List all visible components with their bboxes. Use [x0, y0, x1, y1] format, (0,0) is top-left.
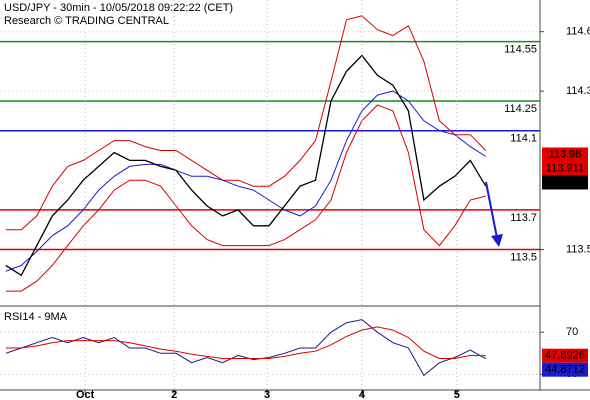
- chart-title: USD/JPY - 30min - 10/05/2018 09:22:22 (C…: [4, 2, 233, 14]
- price-tag: [542, 348, 588, 363]
- price-tag: [542, 147, 588, 162]
- price-tag: [542, 362, 588, 377]
- y-tick-label: 70: [566, 326, 578, 338]
- x-tick-label: 4: [359, 389, 366, 400]
- level-label: 114.55: [504, 43, 537, 55]
- level-label: 114.25: [504, 103, 537, 115]
- series-line: [5, 90, 487, 272]
- rsi-title: RSI14 - 9MA: [4, 311, 68, 323]
- price-tag: [542, 161, 588, 176]
- y-tick-label: 114.3: [566, 85, 590, 97]
- price-tag-label: 113.864: [546, 176, 585, 188]
- series-line: [5, 15, 487, 231]
- y-tick-label: 113.5: [566, 243, 590, 255]
- series-line: [5, 54, 487, 277]
- price-tag-label: 44.8712: [545, 364, 585, 376]
- level-label: 113.7: [510, 212, 537, 224]
- chart-subtitle: Research © TRADING CENTRAL: [4, 15, 169, 27]
- x-tick-label: Oct: [76, 389, 95, 400]
- forecast-arrowhead: [491, 234, 503, 247]
- forecast-arrow: [485, 181, 498, 239]
- y-tick-label: 114.6: [566, 26, 590, 38]
- level-label: 113.5: [510, 251, 537, 263]
- x-tick-label: 3: [264, 389, 270, 400]
- level-label: 114.1: [510, 133, 537, 145]
- x-tick-label: 5: [454, 389, 460, 400]
- series-line: [5, 319, 487, 377]
- price-tag-label: 113.98: [549, 148, 582, 160]
- price-tag: [542, 175, 588, 190]
- series-line: [5, 104, 486, 292]
- price-tag-label: 47.6926: [545, 350, 585, 362]
- x-tick-label: 2: [171, 389, 177, 400]
- price-tag-label: 113.911: [546, 162, 584, 174]
- series-line: [5, 326, 486, 359]
